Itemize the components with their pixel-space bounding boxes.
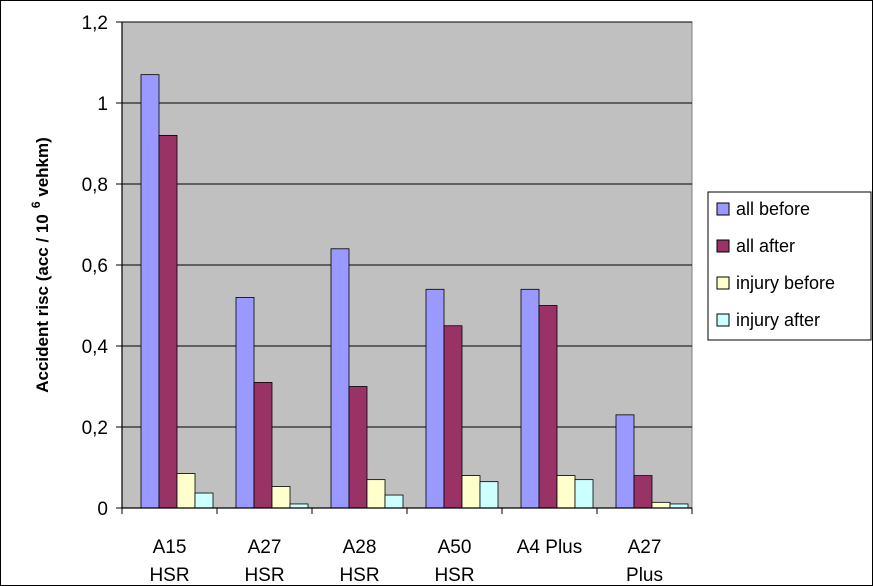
legend-swatch [716,239,730,253]
x-category-label: A50 [438,537,472,558]
x-category-label: A27 [248,537,282,558]
legend-label: injury before [736,273,835,293]
bar-injury-after [574,479,594,509]
y-axis-label-superscript: 6 [29,201,43,208]
legend-box [707,191,872,341]
gridlines [122,21,692,428]
legend-label: all before [736,199,810,219]
bar-injury-after [194,492,214,509]
legend: all before all after injury before injury a… [707,191,872,341]
bar-all-after [538,305,558,509]
bar-injury-before [651,501,671,509]
bar-all-after [348,386,368,509]
x-category-label: A27 [628,537,662,558]
bar-all-after [633,475,653,509]
x-category-label: Plus [626,565,663,586]
x-category-labels: A15 HSR A27 HSR A28 HSR A50 HSR A4 Plus A27 Plus [149,537,663,586]
legend-swatch [716,276,730,290]
y-axis-label-prefix: Accident risc (acc / 10 [33,214,52,393]
bar-injury-after [289,503,309,509]
y-tick-label: 0,2 [82,418,108,439]
bar-injury-before [461,475,481,509]
y-axis-label: Accident risc (acc / 10 6 vehkm) [29,137,52,393]
bar-injury-after [384,494,404,509]
bar-all-before [425,288,445,509]
x-category-label: HSR [244,565,284,586]
legend-swatch [716,313,730,327]
bar-all-after [443,325,463,509]
y-tick-label: 1,2 [82,13,108,34]
y-axis-label-suffix: vehkm) [33,137,52,201]
bar-all-after [158,134,178,509]
x-category-label: A28 [343,537,377,558]
bar-injury-before [271,486,291,509]
x-category-label: A4 Plus [517,537,582,558]
legend-swatch [716,202,730,216]
bar-all-after [253,382,273,509]
bar-injury-before [366,479,386,509]
bar-injury-before [556,475,576,509]
bar-injury-after [669,503,689,509]
bar-injury-after [479,481,499,509]
legend-label: all after [736,236,795,256]
bar-all-before [615,414,635,509]
y-tick-label: 0,4 [82,337,109,358]
x-category-label: HSR [149,565,189,586]
x-category-label: A15 [153,537,187,558]
legend-label: injury after [736,310,820,330]
x-category-label: HSR [339,565,379,586]
bar-all-before [235,296,255,509]
bar-all-before [140,74,160,509]
y-tick-labels: 0 0,2 0,4 0,6 0,8 1 1,2 [82,13,109,520]
bar-all-before [330,248,350,509]
bar-all-before [520,288,540,509]
y-tick-label: 0,8 [82,175,108,196]
y-tick-label: 1 [97,94,108,115]
bar-injury-before [176,473,196,509]
x-category-label: HSR [434,565,474,586]
axes [116,21,693,514]
y-tick-label: 0,6 [82,256,108,277]
bars [140,74,689,509]
y-tick-label: 0 [97,499,108,520]
